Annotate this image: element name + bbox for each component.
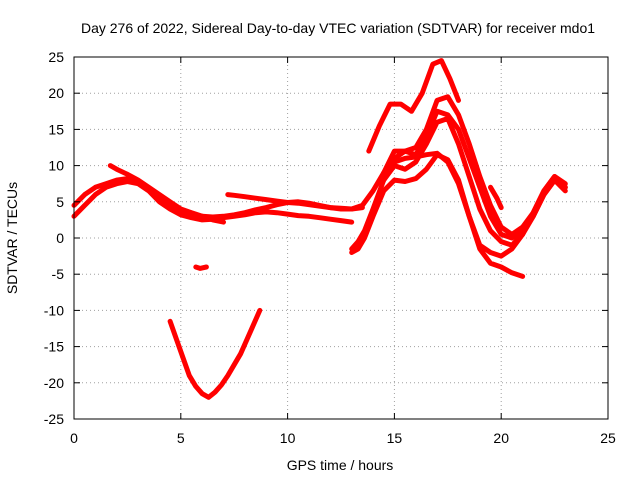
y-tick-label: 0	[56, 230, 64, 246]
y-tick-label: 10	[48, 158, 64, 174]
y-axis-label: SDTVAR / TECUs	[4, 182, 20, 294]
series-line-track-11	[167, 307, 263, 400]
data-series	[71, 58, 568, 400]
axis-ticks: 0 5 10 15 20 25 -25 -20 -15 -10 -5 0 5 10 15 20 25	[44, 49, 616, 446]
y-tick-label: -10	[44, 302, 64, 318]
chart-title: Day 276 of 2022, Sidereal Day-to-day VTE…	[81, 20, 595, 36]
y-tick-label: -25	[44, 411, 64, 427]
y-tick-label: 5	[56, 194, 64, 210]
y-tick-label: 15	[48, 121, 64, 137]
series-line-track-8	[381, 94, 568, 237]
x-tick-label: 20	[493, 430, 509, 446]
y-tick-label: 25	[48, 49, 64, 65]
series-line-track-9	[366, 58, 461, 154]
x-axis-label: GPS time / hours	[287, 457, 394, 473]
x-tick-label: 10	[280, 430, 296, 446]
y-tick-label: 20	[48, 85, 64, 101]
series-line-track-10	[488, 184, 504, 211]
y-tick-label: -15	[44, 339, 64, 355]
x-tick-label: 5	[177, 430, 185, 446]
x-tick-label: 15	[387, 430, 403, 446]
x-tick-label: 0	[70, 430, 78, 446]
series-line-track-3	[107, 163, 226, 225]
y-tick-label: -5	[52, 266, 65, 282]
y-tick-label: -20	[44, 375, 64, 391]
series-line-track-12	[193, 264, 209, 271]
x-tick-label: 25	[600, 430, 616, 446]
